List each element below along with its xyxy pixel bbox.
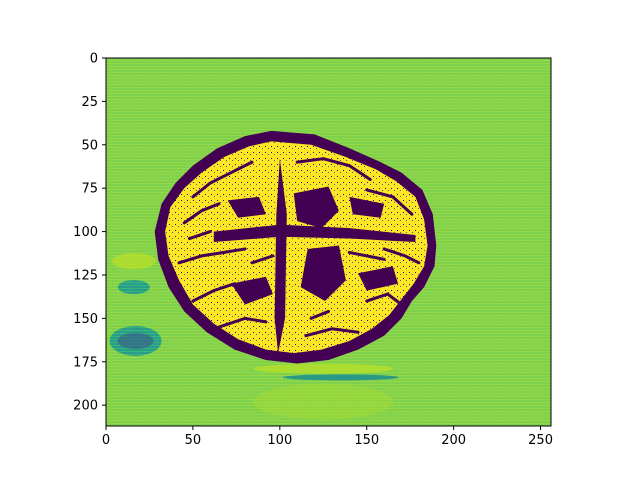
gyrus-line-7 bbox=[382, 247, 421, 265]
y-tick-label: 25 bbox=[81, 95, 98, 110]
sulcus-left-lower bbox=[231, 276, 273, 305]
y-tick-label: 50 bbox=[81, 138, 98, 153]
gyrus-line-12 bbox=[250, 254, 275, 265]
x-tick-label: 250 bbox=[528, 433, 553, 448]
heatmap-image bbox=[106, 58, 551, 426]
gyrus-line-9 bbox=[304, 327, 360, 338]
plot-frame bbox=[105, 57, 552, 427]
y-tick-label: 0 bbox=[90, 52, 98, 67]
y-tick-label: 175 bbox=[73, 355, 98, 370]
x-tick-label: 200 bbox=[441, 433, 466, 448]
sulcus-left-upper bbox=[227, 196, 266, 218]
y-tick-label: 150 bbox=[73, 312, 98, 327]
ventricle-upper bbox=[293, 186, 339, 229]
sulcus-right-upper bbox=[349, 196, 385, 218]
gyrus-line-5 bbox=[295, 157, 372, 182]
gyrus-line-4 bbox=[217, 316, 268, 329]
gyrus-line-3 bbox=[191, 282, 237, 303]
vertical-fissure bbox=[274, 158, 287, 354]
artifact-bright bbox=[111, 253, 156, 270]
y-tick-label: 200 bbox=[73, 399, 98, 414]
gyrus-line-11 bbox=[347, 250, 386, 261]
x-tick-label: 150 bbox=[354, 433, 379, 448]
y-tick-label: 125 bbox=[73, 268, 98, 283]
artifact-bottom-stripe bbox=[282, 374, 399, 381]
gyrus-line-1 bbox=[182, 202, 221, 225]
midline-fissure bbox=[213, 224, 416, 242]
gyrus-line-0 bbox=[191, 160, 254, 199]
x-tick-label: 100 bbox=[267, 433, 292, 448]
y-axis: 0 25 50 75 100 125 150 175 200 bbox=[73, 52, 106, 414]
x-tick-label: 0 bbox=[102, 433, 110, 448]
gyrus-line-10 bbox=[187, 230, 212, 241]
artifact-bottom-light bbox=[253, 363, 394, 374]
gyrus-line-6 bbox=[365, 188, 414, 216]
sulcus-right-lower bbox=[358, 266, 399, 291]
brain-tissue bbox=[165, 141, 428, 354]
y-tick-label: 75 bbox=[81, 182, 98, 197]
gyrus-line-2 bbox=[177, 247, 247, 265]
artifact-core bbox=[117, 332, 154, 349]
y-tick-label: 100 bbox=[73, 225, 98, 240]
gyrus-line-8 bbox=[365, 292, 404, 306]
x-tick-label: 50 bbox=[185, 433, 202, 448]
gyrus-line-13 bbox=[309, 309, 330, 320]
ventricle-lower bbox=[300, 245, 346, 302]
x-axis: 0 50 100 150 200 250 bbox=[102, 426, 553, 448]
artifact-stripe-1 bbox=[117, 280, 150, 295]
background-glow bbox=[253, 383, 394, 420]
edge-blob bbox=[401, 299, 408, 306]
